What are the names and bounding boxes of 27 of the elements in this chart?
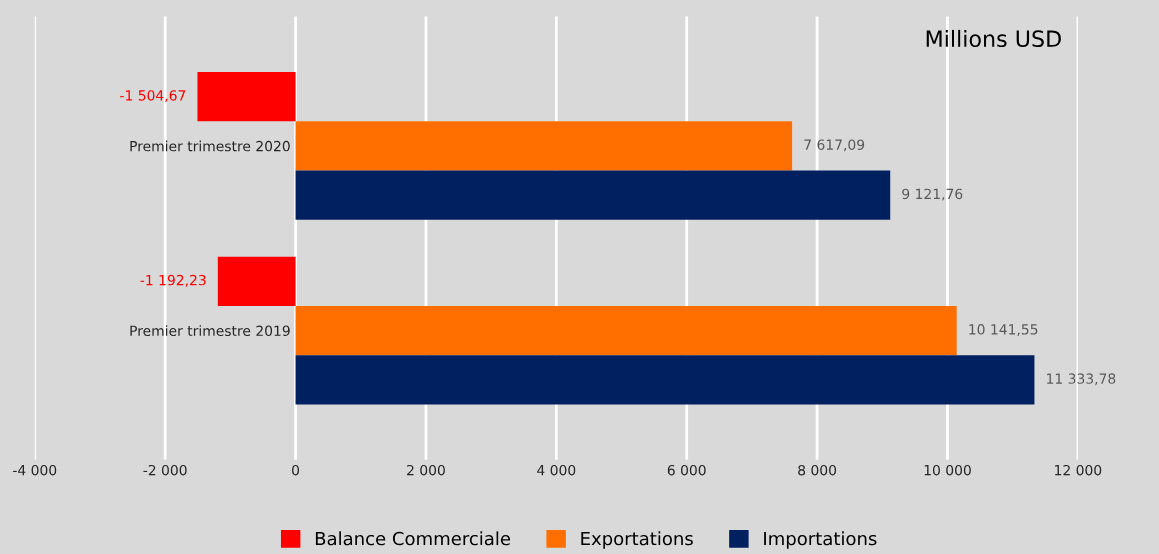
bar [295, 355, 1035, 405]
y-tick-label: Premier trimestre 2019 [130, 325, 290, 337]
legend-label: Balance Commerciale [315, 531, 511, 546]
x-tick-label: -2 000 [143, 464, 187, 476]
bar [197, 72, 296, 122]
legend-label: Importations [764, 531, 877, 549]
data-label: -1 504,67 [120, 90, 186, 103]
bar [295, 305, 957, 356]
data-label: 10 141,55 [969, 324, 1038, 336]
data-label: 9 121,76 [902, 188, 963, 201]
bar [217, 256, 296, 306]
x-tick-label: 12 000 [1055, 464, 1102, 476]
data-label: -1 192,23 [140, 274, 206, 287]
data-label: 7 617,09 [804, 139, 865, 152]
bar [295, 121, 793, 171]
annotation: Millions USD [926, 29, 1061, 48]
x-tick-label: -4 000 [13, 464, 57, 476]
x-tick-label: 0 [292, 464, 300, 476]
x-tick-label: 6 000 [667, 464, 706, 476]
bar [295, 170, 891, 220]
x-tick-label: 8 000 [798, 464, 837, 476]
x-tick-label: 10 000 [924, 464, 971, 476]
y-tick-label: Premier trimestre 2020 [130, 140, 290, 152]
x-tick-label: 2 000 [407, 464, 445, 476]
x-tick-label: 4 000 [537, 464, 576, 476]
data-label: 11 333,78 [1047, 373, 1116, 386]
legend-label: Exportations [581, 531, 693, 549]
